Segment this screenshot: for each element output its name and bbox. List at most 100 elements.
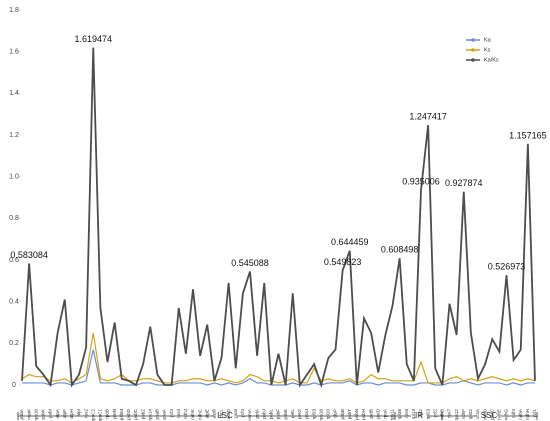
x-tick-label: psaJ [304,409,309,419]
x-tick-label: psbD [126,408,131,419]
label-bg [213,411,237,421]
legend-marker [471,48,475,52]
x-tick-label: psbB [340,409,345,419]
x-tick-label: rpl14 [411,409,416,420]
x-tick-label: petA [254,408,259,418]
legend-marker [471,38,475,42]
y-tick-label: 1.0 [9,174,19,181]
x-tick-label: cemA [247,408,252,421]
legend-label: Ks [484,47,491,53]
x-tick-label: psbI [48,409,53,418]
x-tick-label: rps11 [390,409,395,421]
x-tick-label: rps7 [447,409,452,418]
y-tick-label: 1.8 [9,7,19,14]
y-tick-label: 0.2 [9,340,19,347]
x-tick-label: atpA [55,408,60,418]
x-tick-label: rps18 [318,409,323,421]
x-tick-label: ycf2 [432,409,437,418]
x-tick-label: rbcL [219,409,224,418]
x-tick-label: rpoA [383,408,388,419]
series-line [21,332,536,384]
x-tick-label: clpP [333,409,338,418]
x-tick-label: rps12 [454,409,459,421]
x-tick-label: psbZ [140,409,145,419]
region-label: IR [415,411,423,420]
x-tick-label: psbM [119,409,124,420]
value-label: 1.247417 [409,111,447,121]
x-tick-label: psbL [269,409,274,419]
x-tick-label: ndhK [190,408,195,420]
x-tick-label: ndhA [518,408,523,420]
x-tick-label: rps16 [33,409,38,421]
x-tick-label: ndhG [504,409,509,421]
x-tick-label: rps8 [404,409,409,418]
x-tick-label: ndhH [525,409,530,420]
y-tick-label: 0.6 [9,257,19,264]
x-tick-label: psbF [276,409,281,419]
x-tick-label: petG [297,409,302,419]
x-tick-label: ndhE [497,409,502,420]
x-tick-label: ycf4 [240,409,245,418]
y-tick-label: 1.4 [9,90,19,97]
label-bg [411,411,427,421]
y-tick-label: 0.4 [9,299,19,306]
y-tick-label: 0.8 [9,215,19,222]
value-label: 0.608498 [381,245,419,255]
x-tick-label: petB [368,409,373,418]
label-bg [477,411,501,421]
x-tick-label: petN [112,409,117,419]
x-tick-label: ndhF [461,409,466,420]
x-tick-label: psaB [155,409,160,419]
x-tick-label: psaI [233,409,238,418]
x-tick-label: rpl2 [418,409,423,417]
legend-label: Ka [484,37,492,43]
region-label: LSC [217,411,233,420]
x-tick-label: psbJ [261,409,266,419]
y-tick-label: 1.2 [9,132,19,139]
x-tick-label: ndhI [511,409,516,418]
x-tick-label: rpl36 [397,409,402,420]
x-tick-label: psaC [489,408,494,419]
x-tick-label: ycf1 [532,409,537,418]
value-label: 0.526973 [488,262,526,272]
x-tick-label: rpl33 [311,409,316,420]
x-tick-label: psbC [133,408,138,419]
x-tick-label: rpl32 [468,409,473,420]
x-tick-label: ndhB [440,409,445,420]
x-tick-label: rpl20 [326,409,331,420]
x-tick-label: rps4 [176,409,181,418]
value-label: 1.619474 [74,34,112,44]
x-tick-label: atpH [69,409,74,419]
x-tick-label: ndhC [197,408,202,420]
value-label: 0.545088 [231,258,269,268]
value-label: 0.644459 [331,237,369,247]
series-line [22,349,535,386]
x-tick-label: psbN [354,409,359,420]
value-label: 1.157165 [509,130,547,140]
x-tick-label: psbT [347,409,352,419]
x-tick-label: ycf3 [169,409,174,418]
x-tick-label: rps14 [147,409,152,421]
x-tick-label: atpE [204,409,209,418]
y-tick-label: 0 [12,382,16,389]
x-tick-label: rpl23 [425,409,430,420]
x-tick-label: petL [290,409,295,418]
x-tick-label: atpB [212,409,217,418]
series-line [21,47,536,389]
x-tick-label: petD [375,408,380,418]
x-tick-label: rps2 [83,409,88,418]
x-tick-label: ndhD [482,408,487,420]
x-tick-label: rpoB [105,409,110,419]
value-label: 0.549823 [324,257,362,267]
x-tick-label: matK [26,408,31,420]
x-tick-label: psbE [283,409,288,419]
x-tick-label: rpoC1 [98,409,103,421]
x-tick-label: ccsA [475,408,480,419]
legend-marker [471,58,475,62]
x-tick-label: rpoC2 [90,409,95,421]
x-tick-label: psbK [41,408,46,419]
legend-label: Ka/Ks [484,57,499,63]
x-tick-label: atpI [76,409,81,417]
x-tick-label: accD [226,408,231,419]
